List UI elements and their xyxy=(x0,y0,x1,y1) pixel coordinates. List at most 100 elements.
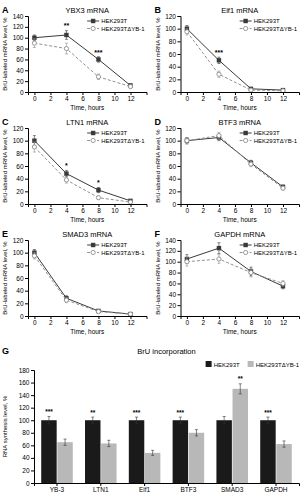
legend-label: HEK293T xyxy=(101,130,127,136)
marker xyxy=(217,72,221,76)
legend-swatch xyxy=(91,26,95,30)
y-axis-label: BrU-labeled mRNA level, % xyxy=(2,241,8,315)
legend-label: HEK293TΔYB-1 xyxy=(254,138,298,144)
series xyxy=(185,255,285,286)
tick-mark xyxy=(178,179,181,180)
tick-label: 100 xyxy=(165,258,176,265)
tick-label: 4 xyxy=(65,319,69,326)
line xyxy=(34,253,130,314)
y-axis: 020406080100120 xyxy=(13,125,29,208)
figure: 024681012020406080100120140*****YBX3 mRN… xyxy=(0,0,305,500)
legend-item: HEK293T xyxy=(87,18,127,24)
tick: 80 xyxy=(16,45,28,52)
tick-label: LTN1 xyxy=(93,486,109,493)
tick-mark xyxy=(25,81,28,82)
tick-label: 2 xyxy=(202,319,206,326)
marker xyxy=(64,178,68,182)
tick: 0 xyxy=(33,92,37,102)
panel-label: A xyxy=(2,5,9,15)
error-bar xyxy=(249,268,252,277)
legend-label: HEK293T xyxy=(101,242,127,248)
legend: HEK293T HEK293TΔYB-1 xyxy=(87,18,145,32)
legend-label: HEK293T xyxy=(254,242,280,248)
tick: 0 xyxy=(186,92,190,102)
x-axis-label: Time, hours xyxy=(70,328,105,335)
legend-label: HEK293T xyxy=(254,130,280,136)
tick: 10 xyxy=(264,316,272,326)
tick-mark xyxy=(178,128,181,129)
annotation: ** xyxy=(64,22,70,29)
tick-label: 8 xyxy=(97,207,101,214)
error-bar xyxy=(185,29,188,35)
annotation: * xyxy=(97,179,100,186)
tick-mark xyxy=(25,27,28,28)
tick: 60 xyxy=(169,51,181,58)
legend-label: HEK293TΔYB-1 xyxy=(256,362,300,368)
bar xyxy=(173,420,188,483)
tick: 40 xyxy=(16,67,28,74)
tick: 20 xyxy=(169,188,181,195)
tick-label: 40 xyxy=(169,175,177,182)
tick-label: 100 xyxy=(165,137,176,144)
error-bar xyxy=(281,281,284,286)
legend-item: HEK293T xyxy=(240,130,280,136)
tick: 80 xyxy=(16,262,28,269)
series xyxy=(32,253,132,316)
axis-domain xyxy=(178,17,182,93)
bar xyxy=(276,444,291,483)
tick-mark xyxy=(178,191,181,192)
tick-label: 80 xyxy=(16,262,24,269)
x-axis: 024681012 xyxy=(29,92,148,102)
tick-label: 80 xyxy=(22,429,30,436)
error-bar xyxy=(217,132,220,138)
tick: 40 xyxy=(169,175,181,182)
legend-item: HEK293TΔYB-1 xyxy=(87,26,145,32)
tick: 12 xyxy=(280,92,288,102)
tick-label: 160 xyxy=(19,379,30,386)
tick-label: 80 xyxy=(16,150,24,157)
tick-mark xyxy=(25,49,28,50)
marker xyxy=(64,298,68,302)
tick: 10 xyxy=(264,204,272,214)
y-axis: 020406080100120140 xyxy=(13,13,29,96)
panel-label: D xyxy=(155,117,162,127)
tick: 100 xyxy=(13,137,28,144)
annotation: *** xyxy=(177,409,185,416)
legend-label: HEK293T xyxy=(214,362,240,368)
tick: 80 xyxy=(169,269,181,276)
marker xyxy=(249,162,253,166)
legend-swatch xyxy=(244,138,248,142)
error-bar xyxy=(65,177,68,183)
marker xyxy=(128,312,132,316)
axis-domain xyxy=(178,241,182,317)
marker xyxy=(96,309,100,313)
line xyxy=(187,29,283,90)
panel: 024681012020406080100120BTF3 mRNADBrU-la… xyxy=(155,117,300,223)
tick: 0 xyxy=(33,204,37,214)
series xyxy=(32,142,132,204)
tick: 12 xyxy=(127,204,135,214)
x-axis: 024681012 xyxy=(181,204,300,214)
tick: 20 xyxy=(22,467,34,474)
error-bar xyxy=(217,57,220,63)
tick-label: 6 xyxy=(81,95,85,102)
plot-area xyxy=(32,31,132,89)
tick: 6 xyxy=(234,92,238,102)
marker xyxy=(217,58,221,62)
tick-label: 0 xyxy=(20,313,24,320)
marker xyxy=(128,200,132,204)
tick: 0 xyxy=(172,313,180,320)
tick: 4 xyxy=(65,204,69,214)
marker xyxy=(185,30,189,34)
annotation: *** xyxy=(133,409,141,416)
bar xyxy=(85,420,100,483)
tick-mark xyxy=(25,166,28,167)
line xyxy=(187,32,283,91)
tick-label: 120 xyxy=(165,125,176,132)
series xyxy=(185,29,285,92)
tick-label: 20 xyxy=(16,188,24,195)
axis-domain xyxy=(25,17,29,93)
error-bar xyxy=(217,71,220,77)
tick-mark xyxy=(178,141,181,142)
error-bar xyxy=(97,310,100,313)
